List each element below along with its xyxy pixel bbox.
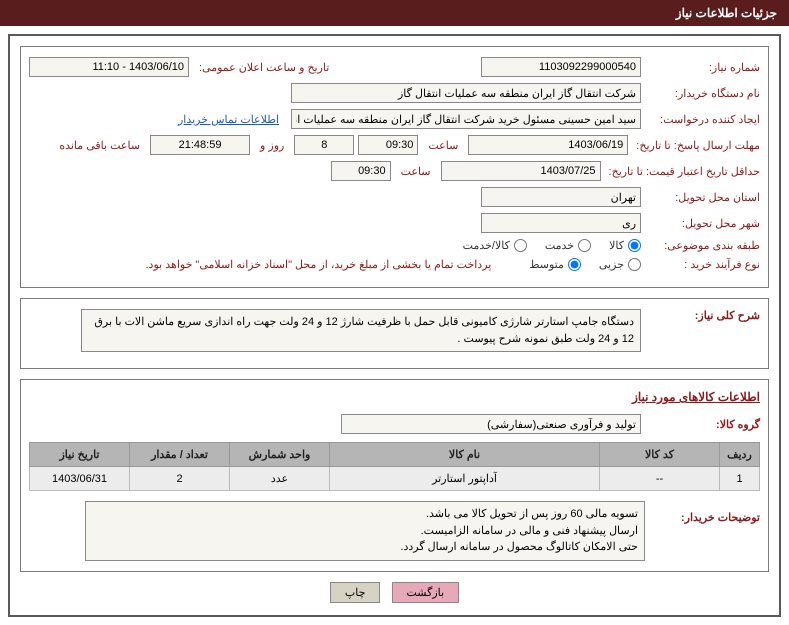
- proc-small-label: جزیی: [599, 258, 624, 271]
- deadline-date-field[interactable]: [468, 135, 628, 155]
- contact-link[interactable]: اطلاعات تماس خریدار: [178, 113, 279, 126]
- th-unit: واحد شمارش: [230, 443, 330, 467]
- deadline-label: مهلت ارسال پاسخ: تا تاریخ:: [632, 139, 760, 152]
- need-no-field[interactable]: [481, 57, 641, 77]
- proc-medium-radio[interactable]: [568, 258, 581, 271]
- buyer-notes-text: تسویه مالی 60 روز پس از تحویل کالا می با…: [85, 501, 645, 561]
- cat-both-label: کالا/خدمت: [463, 239, 510, 252]
- goods-section-title: اطلاعات کالاهای مورد نیاز: [29, 390, 760, 404]
- countdown-field[interactable]: [150, 135, 250, 155]
- cat-goods-radio[interactable]: [628, 239, 641, 252]
- th-code: کد کالا: [600, 443, 720, 467]
- description-section: شرح کلی نیاز: دستگاه جامپ استارتر شارژی …: [20, 298, 769, 369]
- th-name: نام کالا: [330, 443, 600, 467]
- process-radio-group: جزیی متوسط: [515, 258, 641, 271]
- desc-text: دستگاه جامپ استارتر شارژی کامیونی قابل ح…: [81, 309, 641, 352]
- proc-small-radio[interactable]: [628, 258, 641, 271]
- cell-name: آداپتور استارتر: [330, 467, 600, 491]
- cat-service-label: خدمت: [545, 239, 574, 252]
- days-and-label: روز و: [254, 139, 290, 152]
- cell-qty: 2: [130, 467, 230, 491]
- th-date: تاریخ نیاز: [30, 443, 130, 467]
- announce-field[interactable]: [29, 57, 189, 77]
- time-label-2: ساعت: [395, 165, 437, 178]
- cell-code: --: [600, 467, 720, 491]
- remaining-label: ساعت باقی مانده: [53, 139, 146, 152]
- back-button[interactable]: بازگشت: [392, 582, 460, 603]
- cell-date: 1403/06/31: [30, 467, 130, 491]
- need-no-label: شماره نیاز:: [645, 61, 760, 74]
- time-label-1: ساعت: [422, 139, 464, 152]
- page-header: جزئیات اطلاعات نیاز: [0, 0, 789, 26]
- buyer-notes-label: توضیحات خریدار:: [645, 501, 760, 524]
- info-section: شماره نیاز: تاریخ و ساعت اعلان عمومی: نا…: [20, 46, 769, 288]
- cat-service-radio[interactable]: [578, 239, 591, 252]
- validity-date-field[interactable]: [441, 161, 601, 181]
- requester-field[interactable]: [291, 109, 641, 129]
- proc-medium-label: متوسط: [529, 258, 564, 271]
- print-button[interactable]: چاپ: [330, 582, 381, 603]
- buyer-org-field[interactable]: [291, 83, 641, 103]
- city-label: شهر محل تحویل:: [645, 217, 760, 230]
- process-label: نوع فرآیند خرید :: [645, 258, 760, 271]
- table-row: 1 -- آداپتور استارتر عدد 2 1403/06/31: [30, 467, 760, 491]
- th-qty: تعداد / مقدار: [130, 443, 230, 467]
- goods-table: ردیف کد کالا نام کالا واحد شمارش تعداد /…: [29, 442, 760, 491]
- validity-label: حداقل تاریخ اعتبار قیمت: تا تاریخ:: [605, 165, 760, 178]
- group-label: گروه کالا:: [645, 418, 760, 431]
- process-note: پرداخت تمام یا بخشی از مبلغ خرید، از محل…: [146, 258, 492, 271]
- desc-label: شرح کلی نیاز:: [645, 309, 760, 322]
- city-field[interactable]: [481, 213, 641, 233]
- cat-goods-label: کالا: [609, 239, 624, 252]
- th-row: ردیف: [720, 443, 760, 467]
- requester-label: ایجاد کننده درخواست:: [645, 113, 760, 126]
- group-field[interactable]: [341, 414, 641, 434]
- province-label: استان محل تحویل:: [645, 191, 760, 204]
- button-row: چاپ بازگشت: [20, 582, 769, 603]
- validity-time-field[interactable]: [331, 161, 391, 181]
- cat-both-radio[interactable]: [514, 239, 527, 252]
- province-field[interactable]: [481, 187, 641, 207]
- cell-row: 1: [720, 467, 760, 491]
- buyer-org-label: نام دستگاه خریدار:: [645, 87, 760, 100]
- cell-unit: عدد: [230, 467, 330, 491]
- category-radio-group: کالا خدمت کالا/خدمت: [449, 239, 641, 252]
- announce-label: تاریخ و ساعت اعلان عمومی:: [193, 61, 335, 74]
- deadline-time-field[interactable]: [358, 135, 418, 155]
- page-title: جزئیات اطلاعات نیاز: [676, 6, 777, 20]
- days-field[interactable]: [294, 135, 354, 155]
- main-container: شماره نیاز: تاریخ و ساعت اعلان عمومی: نا…: [8, 34, 781, 617]
- category-label: طبقه بندی موضوعی:: [645, 239, 760, 252]
- goods-section: اطلاعات کالاهای مورد نیاز گروه کالا: ردی…: [20, 379, 769, 572]
